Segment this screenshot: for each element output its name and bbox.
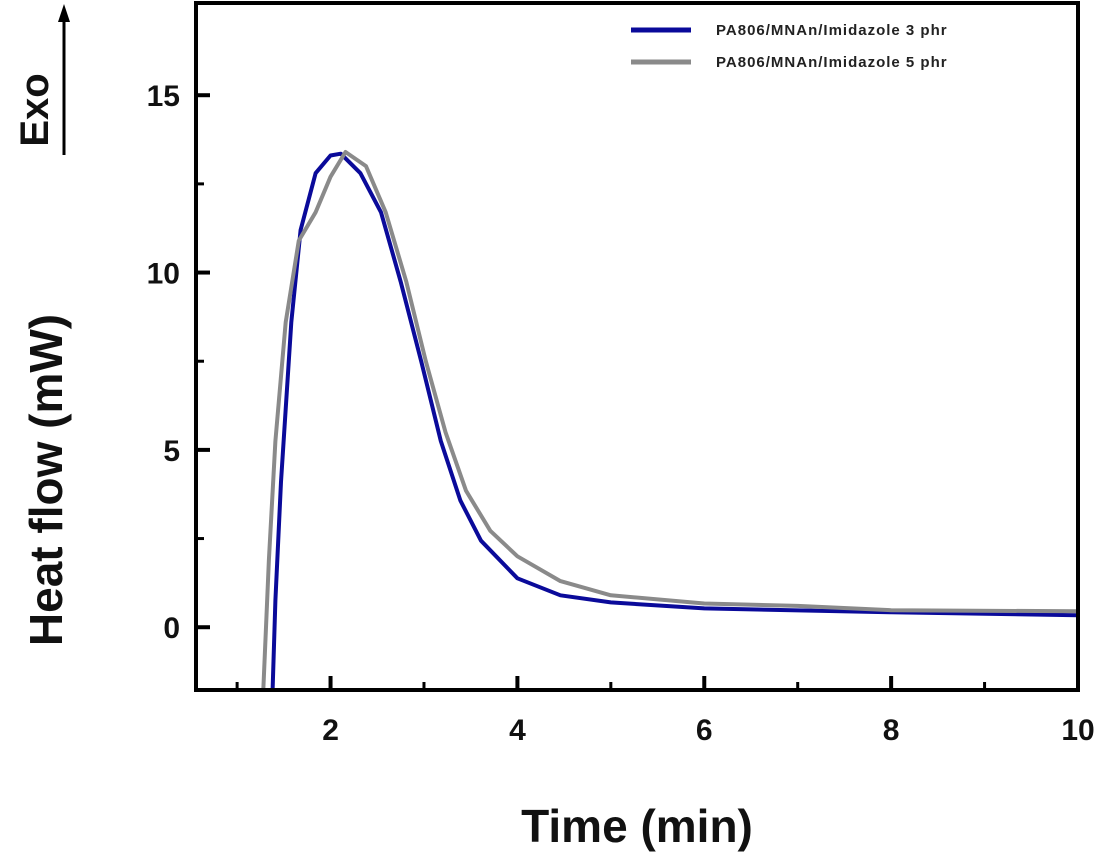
exo-annotation: Exo xyxy=(13,73,57,146)
legend-label-1: PA806/MNAn/Imidazole 5 phr xyxy=(716,54,948,71)
series-line-1 xyxy=(261,150,1079,691)
x-tick-label-2: 6 xyxy=(696,714,713,747)
legend-label-0: PA806/MNAn/Imidazole 3 phr xyxy=(716,22,948,39)
x-tick-label-4: 10 xyxy=(1061,714,1094,747)
plot-frame xyxy=(194,1,1080,692)
y-tick-label-1: 5 xyxy=(163,435,180,468)
x-tick-label-1: 4 xyxy=(509,714,526,747)
x-tick-label-3: 8 xyxy=(883,714,900,747)
legend: PA806/MNAn/Imidazole 3 phr PA806/MNAn/Im… xyxy=(631,22,948,71)
x-axis-title: Time (min) xyxy=(521,800,753,852)
y-tick-label-2: 10 xyxy=(147,258,180,291)
y-tick-label-0: 0 xyxy=(163,612,180,645)
y-tick-label-3: 15 xyxy=(147,80,180,113)
y-axis-title: Heat flow (mW) xyxy=(20,314,72,646)
exo-arrow-head-icon xyxy=(58,4,70,22)
x-tick-label-0: 2 xyxy=(322,714,339,747)
series-line-0 xyxy=(270,151,1079,691)
